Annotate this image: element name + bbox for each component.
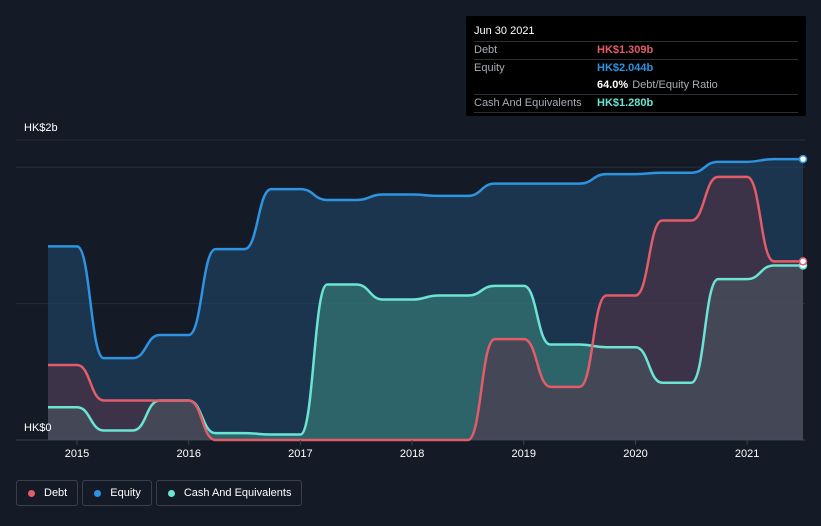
tooltip-cash-row: Cash And Equivalents HK$1.280b [474,95,798,113]
tooltip-ratio-label: Debt/Equity Ratio [632,79,718,91]
x-tick-label-2017: 2017 [288,448,312,460]
legend-item-debt[interactable]: Debt [16,480,79,506]
legend-debt-dot [28,489,35,497]
x-axis-ticks: 2015 2016 2017 2018 2019 2020 2021 [65,440,759,460]
debt-endpoint [798,257,808,266]
chart-legend: Debt Equity Cash And Equivalents [16,480,303,506]
x-tick-label-2016: 2016 [176,448,200,460]
x-tick-label-2021: 2021 [735,448,759,460]
tooltip-equity-label: Equity [474,62,505,74]
legend-item-cash[interactable]: Cash And Equivalents [155,480,303,506]
tooltip-debt-value: HK$1.309b [597,44,654,56]
equity-endpoint [798,154,808,164]
chart-lines [47,157,803,442]
tooltip-cash-value: HK$1.280b [597,97,654,109]
debt-area [48,176,803,440]
tooltip-ratio-value: 64.0% [597,79,629,91]
legend-item-equity[interactable]: Equity [82,480,152,506]
tooltip-equity-value: HK$2.044b [597,62,654,74]
y-axis-top-label: HK$2b [24,122,58,134]
tooltip-ratio-row: 64.0% Debt/Equity Ratio [474,77,798,95]
legend-equity-label: Equity [110,487,141,499]
tooltip-cash-label: Cash And Equivalents [474,97,582,109]
tooltip-debt-row: Debt HK$1.309b [474,42,798,60]
tooltip-date: Jun 30 2021 [474,24,798,42]
chart-areas [48,159,803,440]
legend-equity-dot [94,489,102,497]
tooltip-debt-label: Debt [474,44,498,56]
tooltip-equity-row: Equity HK$2.044b [474,60,798,77]
x-tick-label-2020: 2020 [623,448,647,460]
series-endpoints [798,154,808,270]
y-axis-bottom-label: HK$0 [24,422,52,434]
x-tick-label-2018: 2018 [400,448,424,460]
x-tick-label-2019: 2019 [512,448,536,460]
x-tick-label-2015: 2015 [65,448,89,460]
legend-debt-label: Debt [44,487,68,499]
equity-line [48,157,803,360]
chart-tooltip: Jun 30 2021 Debt HK$1.309b Equity HK$2.0… [466,16,806,116]
legend-cash-dot [167,489,175,497]
legend-cash-label: Cash And Equivalents [183,487,292,499]
debt-line [48,175,803,442]
